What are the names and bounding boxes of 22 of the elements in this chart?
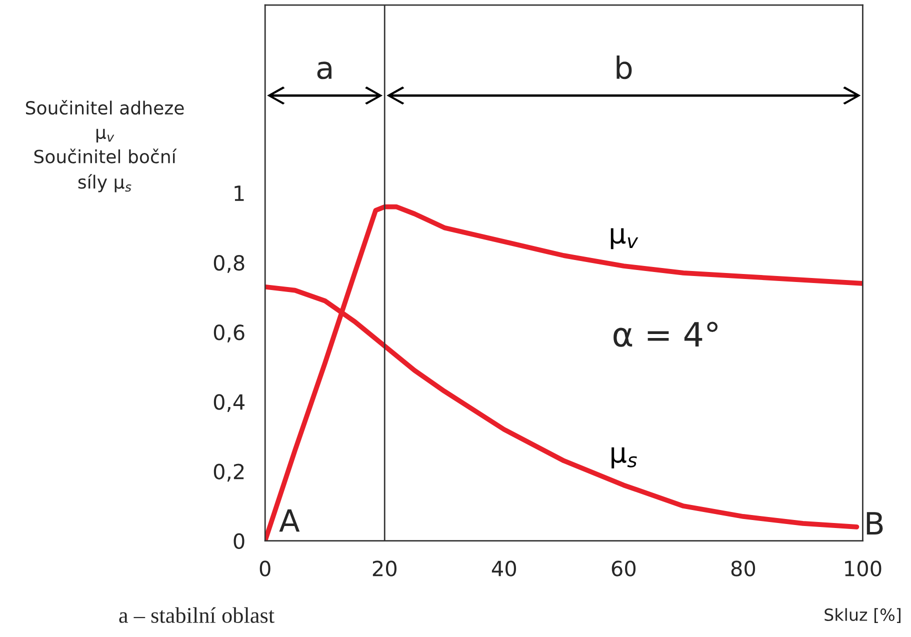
series-label: μ$_{s}$ xyxy=(612,447,637,468)
x-tick-label: 40 xyxy=(492,560,516,576)
annotation: A xyxy=(279,509,300,532)
annotation: α = 4° xyxy=(614,322,718,347)
y-tick-label: 0,8 xyxy=(214,254,244,273)
x-tick-label: 60 xyxy=(612,560,636,576)
x-tick-label: 20 xyxy=(372,560,396,576)
x-tick-label: 80 xyxy=(731,560,756,576)
y-tick-label: 1 xyxy=(234,186,244,201)
text: B xyxy=(866,512,883,534)
text: a – stabilní oblast xyxy=(119,607,274,623)
x-axis-title: Skluz [%] xyxy=(824,608,900,623)
series-label: μ$_{v}$ xyxy=(610,228,638,250)
y-tick-label: 0 xyxy=(234,533,244,550)
annotation: b xyxy=(616,56,632,80)
y-tick-label: 0,2 xyxy=(214,464,244,482)
y-axis-title: Součinitel adheze μ$_{v}$ Součinitel boční síly μ$_{s}$ xyxy=(26,100,184,192)
x-tick-label: 100 xyxy=(845,560,882,576)
x-tick-label: 0 xyxy=(260,560,270,576)
annotation: a xyxy=(317,62,332,80)
y-tick-label: 0,6 xyxy=(214,324,244,342)
y-tick-label: 0,4 xyxy=(214,394,244,412)
